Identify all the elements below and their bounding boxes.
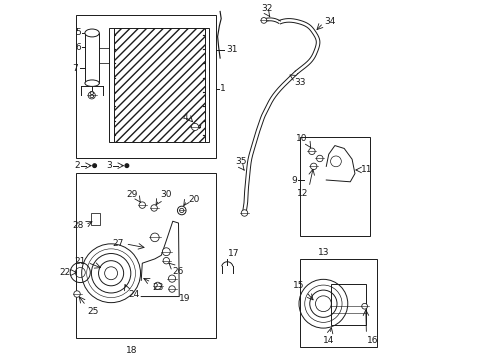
Circle shape <box>361 303 367 309</box>
Circle shape <box>179 208 183 213</box>
Text: 25: 25 <box>87 307 99 316</box>
Text: 23: 23 <box>152 283 164 292</box>
Text: 33: 33 <box>294 78 305 87</box>
Text: 24: 24 <box>128 291 139 300</box>
Bar <box>76 15 215 158</box>
Circle shape <box>93 164 96 167</box>
Text: 16: 16 <box>366 336 378 345</box>
Circle shape <box>154 282 161 289</box>
Circle shape <box>310 163 316 170</box>
Text: 19: 19 <box>178 294 190 303</box>
Text: 5: 5 <box>75 28 81 37</box>
Text: 18: 18 <box>125 346 137 355</box>
Circle shape <box>125 164 128 167</box>
Ellipse shape <box>85 29 99 37</box>
Bar <box>85 33 99 83</box>
Circle shape <box>74 291 80 297</box>
Bar <box>330 284 366 325</box>
Text: 32: 32 <box>261 4 272 13</box>
Circle shape <box>241 210 247 216</box>
Text: 13: 13 <box>318 248 329 257</box>
Text: 28: 28 <box>72 221 83 230</box>
Text: 17: 17 <box>228 249 240 258</box>
Text: 11: 11 <box>361 166 372 175</box>
Text: 34: 34 <box>324 17 335 26</box>
Circle shape <box>261 18 266 23</box>
Bar <box>109 28 113 142</box>
Bar <box>204 28 209 142</box>
Ellipse shape <box>85 80 99 86</box>
Text: 27: 27 <box>112 239 124 248</box>
Bar <box>300 259 376 347</box>
Text: 20: 20 <box>188 195 200 204</box>
Circle shape <box>316 155 323 162</box>
Text: 30: 30 <box>160 190 172 199</box>
Text: 22: 22 <box>60 268 71 277</box>
Text: 14: 14 <box>323 336 334 345</box>
Circle shape <box>88 92 95 99</box>
Text: 12: 12 <box>296 189 308 198</box>
Circle shape <box>163 257 169 264</box>
Bar <box>300 137 369 235</box>
Circle shape <box>308 148 314 154</box>
Text: 9: 9 <box>291 176 297 185</box>
Text: 26: 26 <box>172 267 184 276</box>
Circle shape <box>151 205 157 211</box>
Text: 3: 3 <box>106 161 112 170</box>
Text: 15: 15 <box>293 282 304 291</box>
Text: 10: 10 <box>296 134 307 143</box>
Text: 35: 35 <box>235 157 246 166</box>
Circle shape <box>168 275 175 282</box>
Text: 6: 6 <box>75 43 81 52</box>
Circle shape <box>162 248 170 256</box>
Text: 1: 1 <box>220 84 225 93</box>
Text: 7: 7 <box>72 64 78 73</box>
Text: 31: 31 <box>225 45 237 54</box>
Text: 2: 2 <box>74 161 80 170</box>
Text: 8: 8 <box>89 91 94 100</box>
Text: 21: 21 <box>75 257 86 266</box>
Bar <box>91 213 100 225</box>
Circle shape <box>139 202 145 208</box>
Circle shape <box>150 233 159 242</box>
Bar <box>76 173 215 338</box>
Circle shape <box>191 123 198 131</box>
Bar <box>113 28 204 142</box>
Text: 29: 29 <box>126 190 137 199</box>
Circle shape <box>168 286 175 292</box>
Text: 4: 4 <box>183 113 188 122</box>
